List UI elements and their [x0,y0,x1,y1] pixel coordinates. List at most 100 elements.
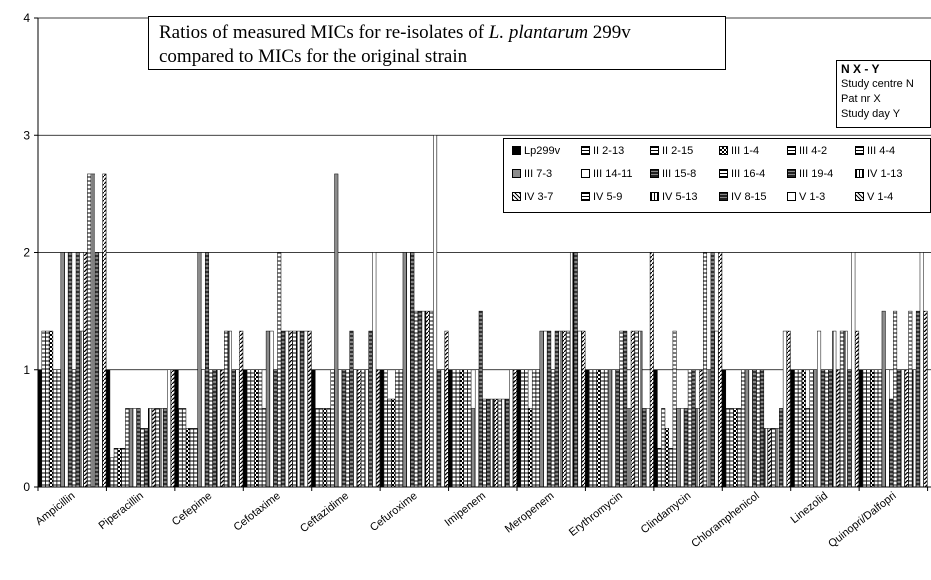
bar [824,369,829,488]
legend-item: V 1-4 [855,189,893,205]
bar [410,252,415,488]
bar [56,369,61,488]
legend-item: III 4-2 [787,143,827,159]
bar [497,398,502,488]
bar [809,369,814,488]
bar [893,310,898,488]
bar [573,252,578,488]
bar [531,369,536,488]
bar [915,310,920,488]
bar [710,252,715,488]
bar [600,369,605,488]
bar [855,330,860,488]
bar [509,369,514,488]
bar [779,408,784,488]
bar [550,369,555,488]
bar [75,252,80,488]
x-tick-label: Ceftazidime [298,490,351,535]
bar [90,173,95,488]
bar [64,252,69,488]
bar [349,330,354,488]
x-tick-label: Ampicillin [33,490,77,528]
legend-swatch [719,146,728,155]
legend-swatch [855,169,864,178]
bar [140,428,145,488]
bar [718,252,723,488]
title-species: L. plantarum [488,22,589,43]
bars [37,135,928,488]
legend-label: IV 3-7 [524,191,554,203]
legend-swatch [719,192,728,201]
bar [851,252,856,488]
key-line: Study centre N [841,78,914,90]
legend-label: II 2-13 [593,145,625,157]
x-tick-label: Chloramphenicol [689,490,761,550]
bar [330,369,335,488]
bar [425,310,430,488]
key-line: Pat nr X [841,93,881,105]
legend-label: IV 8-15 [731,191,767,203]
bar [117,448,122,488]
legend-label: Lp299v [524,145,561,157]
bar [543,330,548,488]
bar [273,369,278,488]
bar [592,369,597,488]
bar [858,369,863,488]
bar [585,369,590,488]
bar [281,330,286,488]
legend-swatch [787,169,796,178]
x-tick-label: Cefuroxime [368,490,420,534]
legend-swatch [650,169,659,178]
bar [41,330,46,488]
legend-item: III 1-4 [719,143,759,159]
bar [919,252,924,488]
bar [155,408,160,488]
bar [440,369,445,488]
bar [463,369,468,488]
bar [657,448,662,488]
legend-item: IV 5-9 [581,189,622,205]
bar [387,398,392,488]
bar [444,330,449,488]
bar [661,408,666,488]
bar [581,330,586,488]
bar [607,369,612,488]
bar [817,330,822,488]
bar [212,369,217,488]
x-tick-label: Clindamycin [639,490,694,536]
bar [372,252,377,488]
bar [216,369,221,488]
y-tick-label: 3 [23,128,30,142]
bar [627,408,631,488]
bar [729,408,734,488]
bar [782,330,787,488]
x-tick-label: Cefotaxime [232,490,283,534]
bar [448,369,453,488]
bar [167,369,172,488]
bar [912,369,917,488]
y-tick-labels: 0 1 2 3 4 [23,11,30,494]
bar [505,398,510,488]
bar [535,369,540,488]
bar [558,330,563,488]
key-head: N X - Y [841,62,880,76]
bar [794,369,799,488]
bar [653,369,658,488]
legend-item: III 19-4 [787,166,833,182]
bar [254,369,259,488]
x-tick-label: Quinopri/Dalfopri [826,490,898,550]
bar [60,252,65,488]
bar [877,369,882,488]
bar [452,369,457,488]
legend-swatch [650,192,659,201]
bar [908,310,913,488]
legend-label: III 4-4 [867,145,896,157]
x-tick-label: Linezolid [789,490,831,526]
bar [182,408,187,488]
title-part-2: 299v [588,22,631,43]
bar [68,252,73,488]
label-key: N X - Y Study centre N Pat nr X Study da… [836,60,931,128]
bar [353,369,358,488]
bar [725,408,730,488]
bar [539,330,544,488]
